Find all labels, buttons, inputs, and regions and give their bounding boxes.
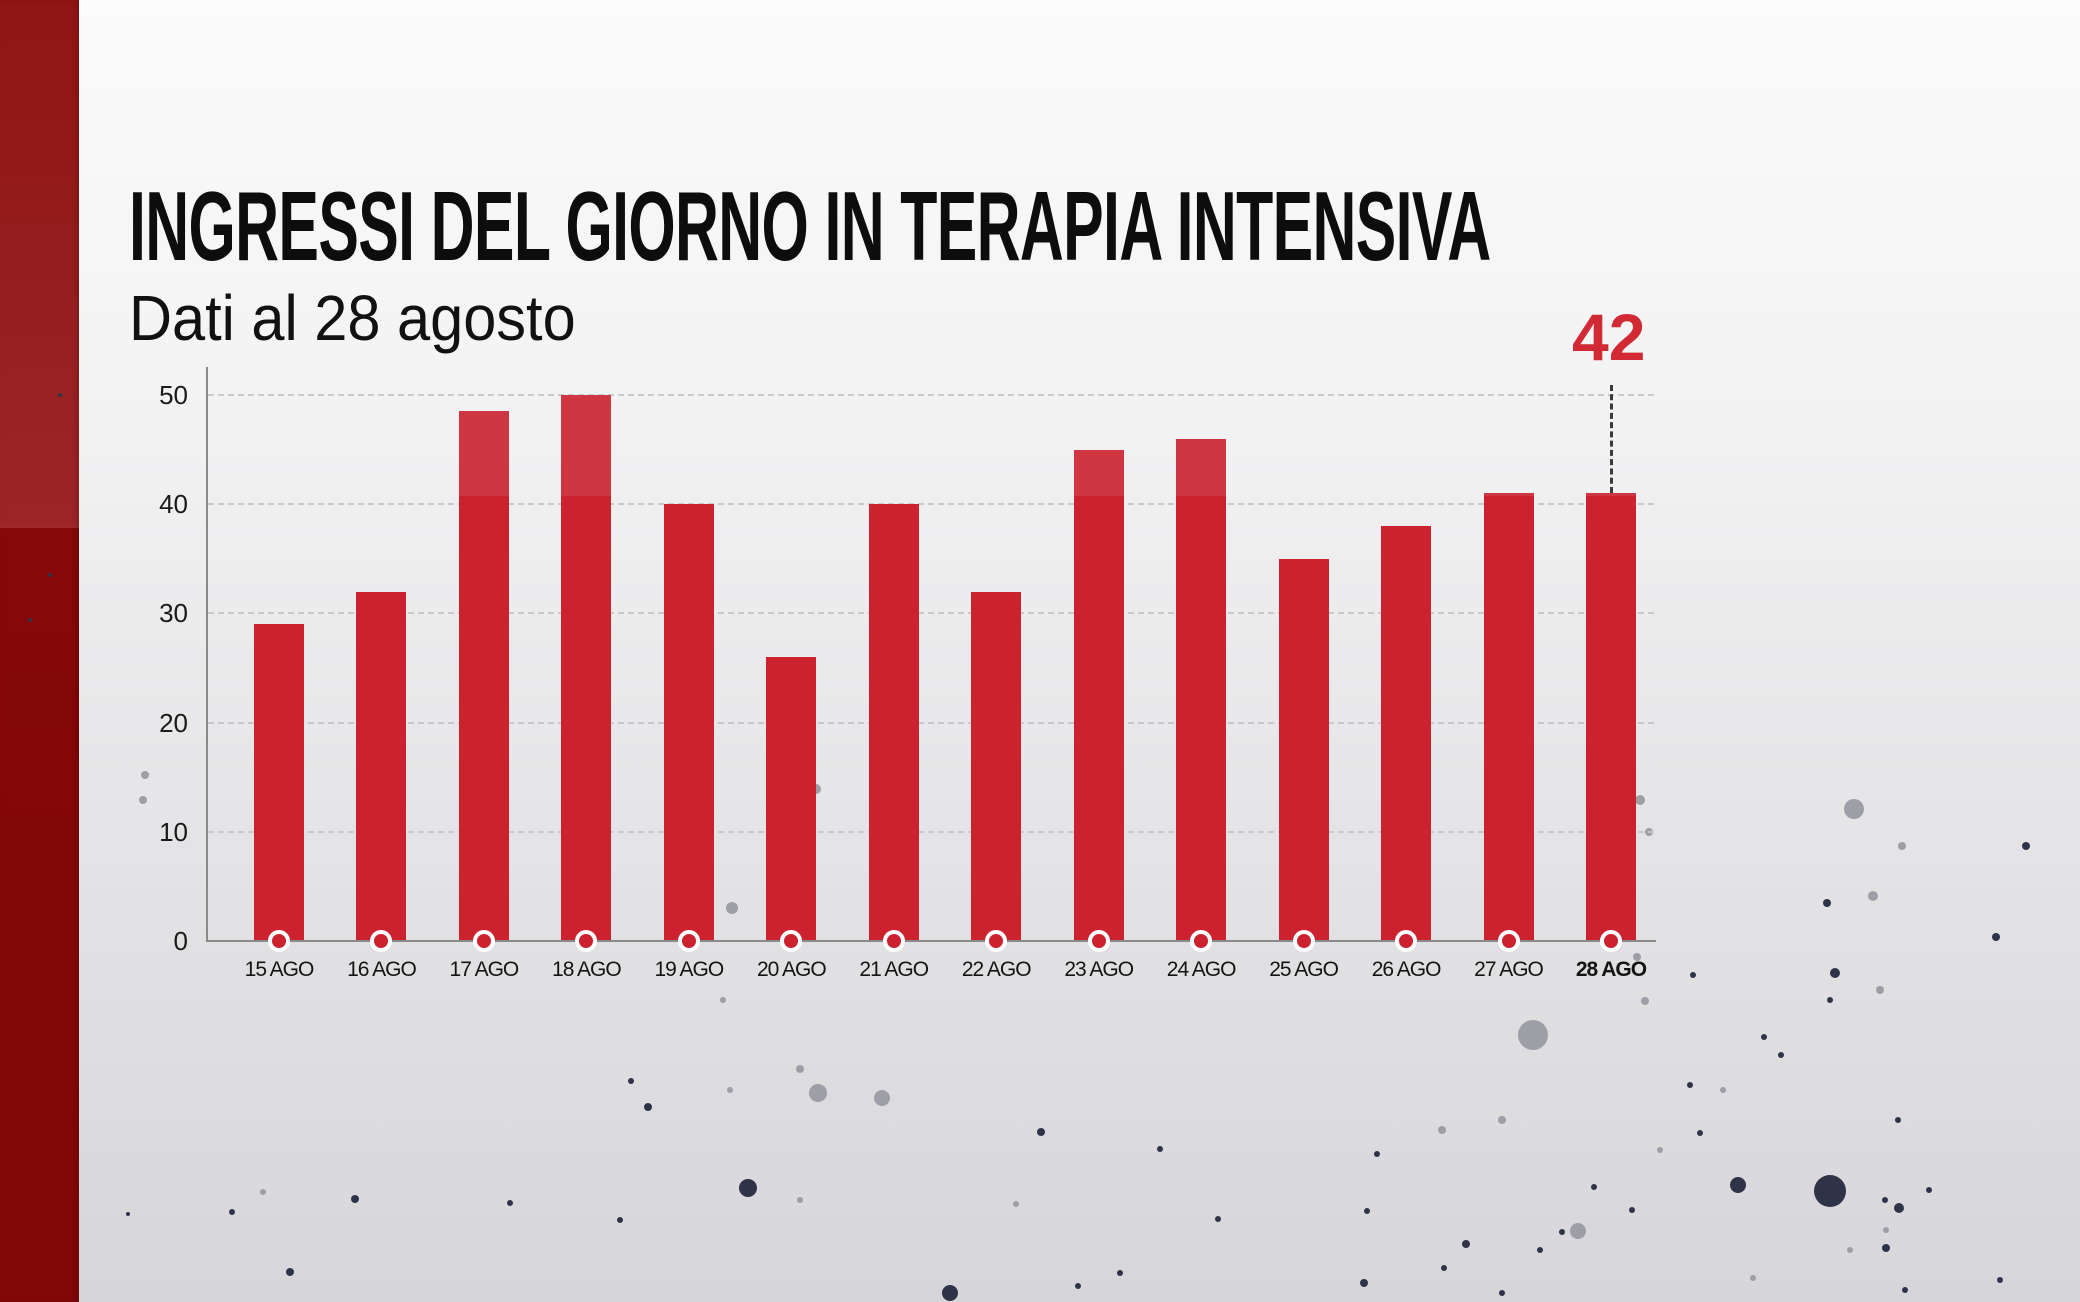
bar-marker-dot (1190, 930, 1213, 952)
x-tick-label: 16 AGO (347, 958, 417, 981)
x-tick-label: 26 AGO (1371, 958, 1442, 981)
chart-title: INGRESSI DEL GIORNO IN TERAPIA INTENSIVA (129, 171, 1491, 281)
bar (1278, 558, 1329, 941)
x-tick-label: 19 AGO (654, 958, 724, 981)
bar-highlight (458, 411, 509, 497)
side-band-highlight (0, 0, 79, 528)
bar (868, 504, 919, 941)
bar (663, 504, 714, 941)
bar-marker-dot (268, 930, 290, 952)
side-accent-band (0, 0, 79, 1302)
bar-marker-dot (1087, 930, 1110, 952)
y-tick-label: 30 (159, 598, 188, 629)
callout-value: 42 (1572, 300, 1646, 374)
bar (1381, 526, 1432, 941)
bar-highlight (1073, 449, 1124, 497)
x-tick-label: 20 AGO (756, 958, 827, 981)
gridline (208, 394, 1654, 396)
bar (254, 624, 304, 941)
bar (1073, 449, 1124, 941)
y-tick-label: 40 (159, 489, 188, 520)
bar-highlight (1585, 493, 1636, 497)
bar (561, 395, 612, 941)
x-tick-label: 18 AGO (552, 958, 622, 981)
y-tick-label: 50 (159, 380, 188, 410)
bar-highlight (1176, 438, 1227, 497)
bar-marker-dot (370, 930, 393, 952)
x-tick-label: 25 AGO (1269, 958, 1339, 981)
bar (356, 591, 407, 941)
bar-marker-dot (1497, 930, 1520, 952)
x-tick-label: 24 AGO (1166, 958, 1237, 981)
gridline (208, 503, 1654, 506)
bar-marker-dot (677, 930, 700, 952)
x-tick-label: 23 AGO (1064, 958, 1134, 981)
y-tick-label: 10 (159, 816, 188, 847)
bar (458, 411, 509, 941)
y-tick-label: 0 (173, 926, 188, 956)
bar-marker-dot (1395, 930, 1418, 952)
x-tick-label: 17 AGO (449, 958, 520, 981)
bar-marker-dot (985, 930, 1008, 952)
bar-marker-dot (1599, 930, 1622, 952)
gridline (208, 721, 1654, 724)
bar-marker-dot (780, 930, 803, 952)
x-tick-label: 15 AGO (244, 958, 315, 981)
bar (1585, 493, 1636, 941)
y-axis-line (206, 367, 208, 942)
bar-marker-dot (882, 930, 905, 952)
x-tick-label: 22 AGO (961, 958, 1032, 981)
x-tick-label: 27 AGO (1474, 958, 1544, 981)
bar (1176, 438, 1227, 941)
bar-highlight (561, 395, 612, 497)
gridline (208, 612, 1654, 615)
bar-highlight (1483, 493, 1534, 497)
bar (766, 657, 817, 941)
bar-marker-dot (1292, 930, 1315, 952)
bar-marker-dot (575, 930, 598, 952)
gridline (208, 830, 1654, 833)
bar-marker-dot (472, 930, 495, 952)
chart-subtitle: Dati al 28 agosto (129, 282, 576, 354)
x-tick-label: 28 AGO (1575, 958, 1647, 981)
bar (971, 591, 1022, 941)
x-tick-label: 21 AGO (859, 958, 929, 981)
callout-dashed-line (1610, 385, 1613, 493)
bar (1483, 493, 1534, 941)
y-tick-label: 20 (159, 707, 188, 738)
x-axis-line (206, 940, 1656, 942)
